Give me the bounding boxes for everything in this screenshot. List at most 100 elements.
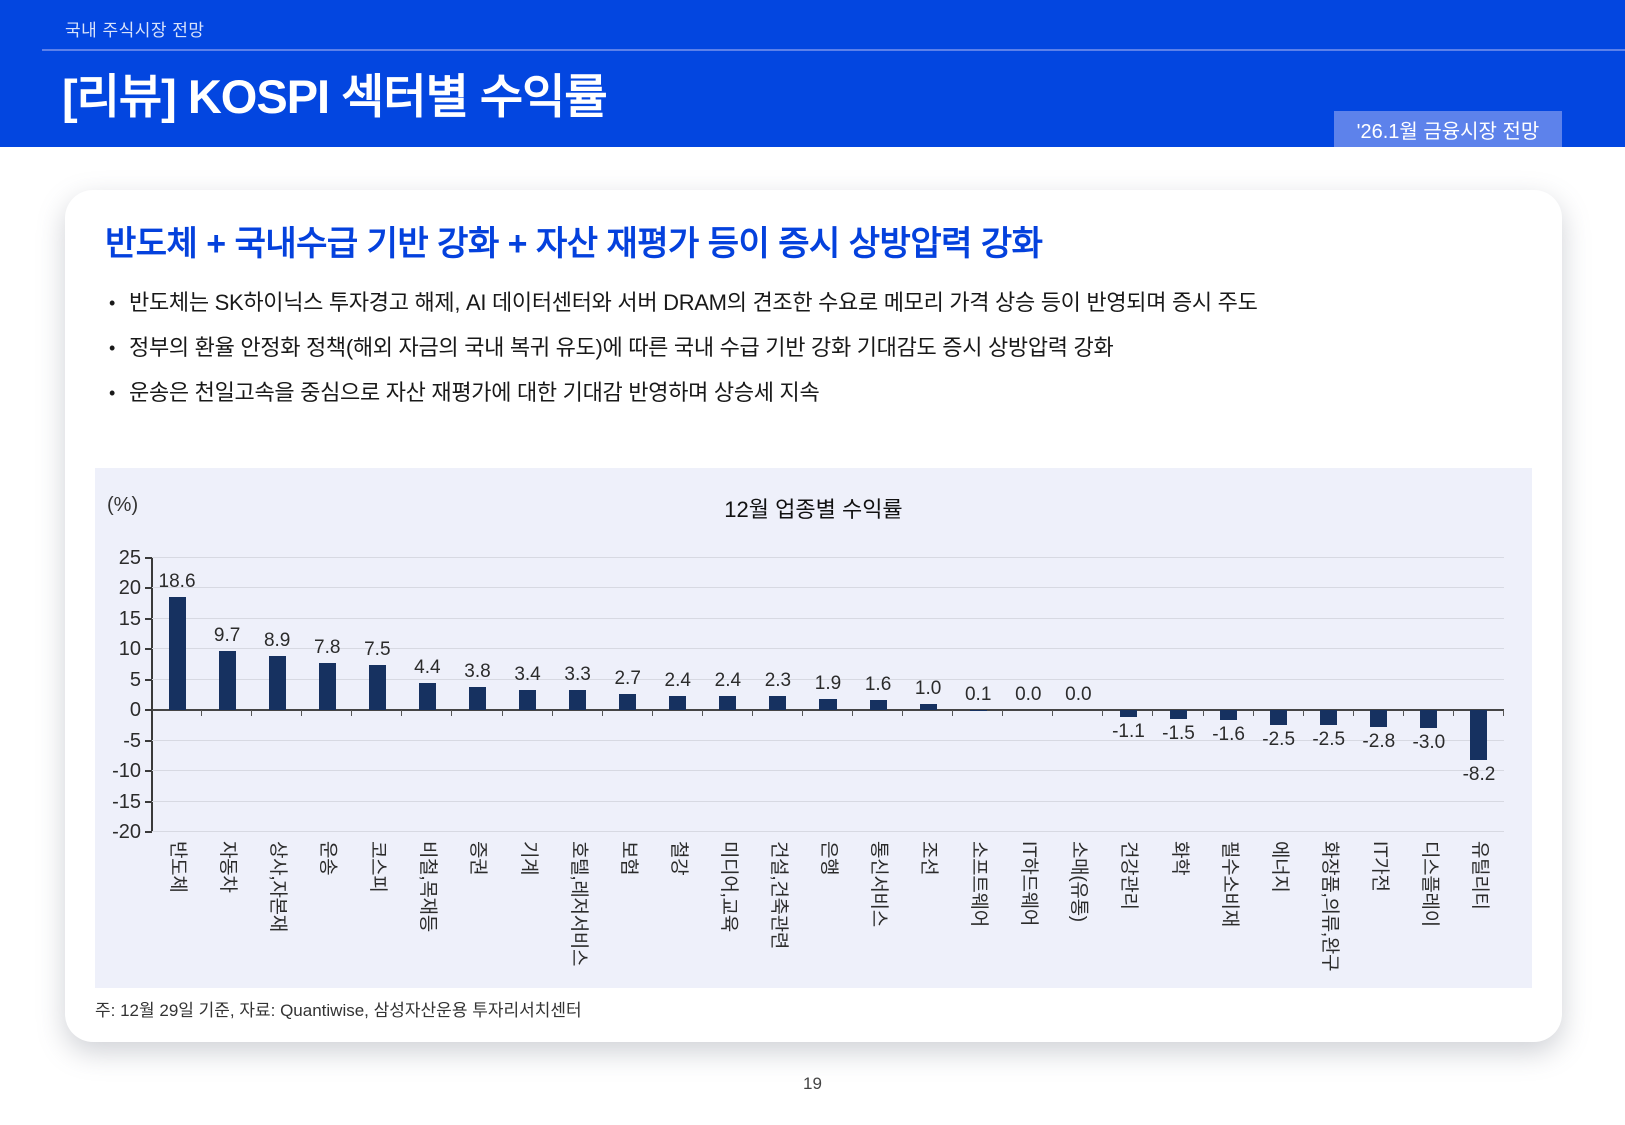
source-note: 주: 12월 29일 기준, 자료: Quantiwise, 삼성자산운용 투자… xyxy=(95,1001,582,1020)
x-axis-tick xyxy=(1452,710,1454,717)
bar-value-label: 2.4 xyxy=(664,669,691,691)
bullet-item: 운송은 천일고속을 중심으로 자산 재평가에 대한 기대감 반영하며 상승세 지… xyxy=(107,378,1258,408)
x-axis-tick xyxy=(1202,710,1204,717)
category-label: 필수소비재 xyxy=(1218,841,1240,927)
bar xyxy=(719,695,737,711)
bar-value-label: 7.5 xyxy=(364,638,391,660)
plot-area: 25 20 15 10 5 0 -5 -10 -15 -20 18.6 9.7 8.9 7.8 7.5 4.4… xyxy=(112,547,1504,843)
category-label: 소프트웨어 xyxy=(968,841,990,927)
bar xyxy=(318,662,336,711)
bar-value-label: -1.5 xyxy=(1162,723,1195,745)
x-axis-tick xyxy=(601,710,603,717)
x-axis-tick xyxy=(1352,710,1354,717)
y-axis-tick xyxy=(145,709,152,712)
y-axis-line xyxy=(151,558,153,832)
bar-value-label: 1.0 xyxy=(914,678,942,700)
y-axis-tick xyxy=(145,557,152,559)
category-label: 건강관리 xyxy=(1118,841,1140,910)
bar xyxy=(869,700,887,711)
category-label: 건설,건축관련 xyxy=(767,841,789,950)
bar-value-label: 2.7 xyxy=(614,667,641,689)
category-label: 화학 xyxy=(1168,841,1190,876)
y-tick-label: 10 xyxy=(118,638,141,661)
gridline xyxy=(152,617,1504,619)
category-label: 에너지 xyxy=(1268,841,1290,893)
y-tick-label: -20 xyxy=(112,821,141,843)
bar-value-label: 4.4 xyxy=(414,657,441,679)
x-axis-tick xyxy=(852,710,854,717)
x-axis-tick xyxy=(952,710,954,717)
category-label: 보험 xyxy=(617,841,639,876)
bar xyxy=(1119,710,1137,717)
x-axis-tick xyxy=(251,710,253,717)
bar xyxy=(418,683,436,711)
bar xyxy=(919,704,937,711)
page-number: 19 xyxy=(803,1074,822,1093)
content-card: 반도체 + 국내수급 기반 강화 + 자산 재평가 등이 증시 상방압력 강화 … xyxy=(65,190,1562,1042)
x-axis-tick xyxy=(651,710,653,717)
y-axis-tick xyxy=(145,831,152,833)
category-label: 디스플레이 xyxy=(1418,841,1440,927)
bar xyxy=(168,596,186,711)
zero-gridline xyxy=(152,709,1504,712)
x-axis-tick xyxy=(501,710,503,717)
x-axis-tick xyxy=(902,710,904,717)
gridline xyxy=(152,831,1504,832)
y-axis-tick xyxy=(145,800,152,803)
x-axis-tick xyxy=(1102,710,1104,717)
category-axis: 반도체 자동차 상사,자본재 운송 코스피 비철,목재등 증권 기계 호텔,레저서비스 보험 철강 미… xyxy=(152,841,1504,981)
category-label: 조선 xyxy=(918,841,940,876)
y-axis-unit-label: (%) xyxy=(107,494,139,516)
bar-value-label: -2.5 xyxy=(1312,729,1346,751)
x-axis-tick xyxy=(201,710,203,717)
y-axis-tick xyxy=(145,770,152,773)
bar xyxy=(1370,710,1388,728)
category-label: 호텔,레저서비스 xyxy=(567,841,589,967)
bar xyxy=(819,698,837,711)
category-label: 통신서비스 xyxy=(868,841,890,927)
bar xyxy=(1470,710,1488,761)
x-axis-tick xyxy=(401,710,403,717)
y-tick-label: 5 xyxy=(129,668,141,691)
gridline xyxy=(152,770,1504,772)
bar xyxy=(468,687,486,711)
category-label: 소매(유통) xyxy=(1068,841,1090,922)
category-label: 철강 xyxy=(667,841,689,876)
x-axis-tick xyxy=(1152,710,1154,717)
header-divider xyxy=(42,49,1625,51)
category-label: 코스피 xyxy=(367,841,389,893)
category-label: 비철,목재등 xyxy=(417,841,439,932)
x-axis-tick xyxy=(451,710,453,717)
x-axis-tick xyxy=(301,710,303,717)
bar xyxy=(1320,710,1338,726)
x-axis-tick xyxy=(801,710,803,717)
bar-value-label: -2.8 xyxy=(1362,731,1396,753)
gridline xyxy=(152,800,1504,802)
bar-value-label: -3.0 xyxy=(1412,732,1446,754)
bar-value-label: -1.1 xyxy=(1112,720,1145,742)
gridline xyxy=(152,678,1504,680)
gridline xyxy=(152,557,1504,558)
bar xyxy=(569,690,587,711)
header-band: 국내 주식시장 전망 [리뷰] KOSPI 섹터별 수익률 '26.1월 금융시… xyxy=(0,0,1625,147)
bar-value-label: 0.1 xyxy=(964,683,992,705)
bar-value-label: 8.9 xyxy=(263,630,291,652)
y-tick-label: 0 xyxy=(129,699,141,722)
y-tick-label: -15 xyxy=(112,790,141,813)
category-label: 상사,자본재 xyxy=(267,841,289,932)
category-label: IT가전 xyxy=(1368,841,1390,892)
bar-value-label: 0.0 xyxy=(1015,684,1042,706)
bar xyxy=(268,656,286,711)
x-axis-tick xyxy=(751,710,753,717)
gridline xyxy=(152,587,1504,589)
y-tick-label: -10 xyxy=(112,760,141,783)
x-axis-tick xyxy=(1252,710,1254,717)
x-axis-tick xyxy=(551,710,553,717)
bullet-item: 정부의 환율 안정화 정책(해외 자금의 국내 복귀 유도)에 따른 국내 수급… xyxy=(107,333,1258,363)
bar xyxy=(1420,710,1438,729)
bar-value-label: 0.0 xyxy=(1065,684,1092,706)
bar xyxy=(519,689,537,711)
bar-value-label: -1.6 xyxy=(1212,723,1245,745)
bar-value-label: 2.4 xyxy=(714,669,742,691)
